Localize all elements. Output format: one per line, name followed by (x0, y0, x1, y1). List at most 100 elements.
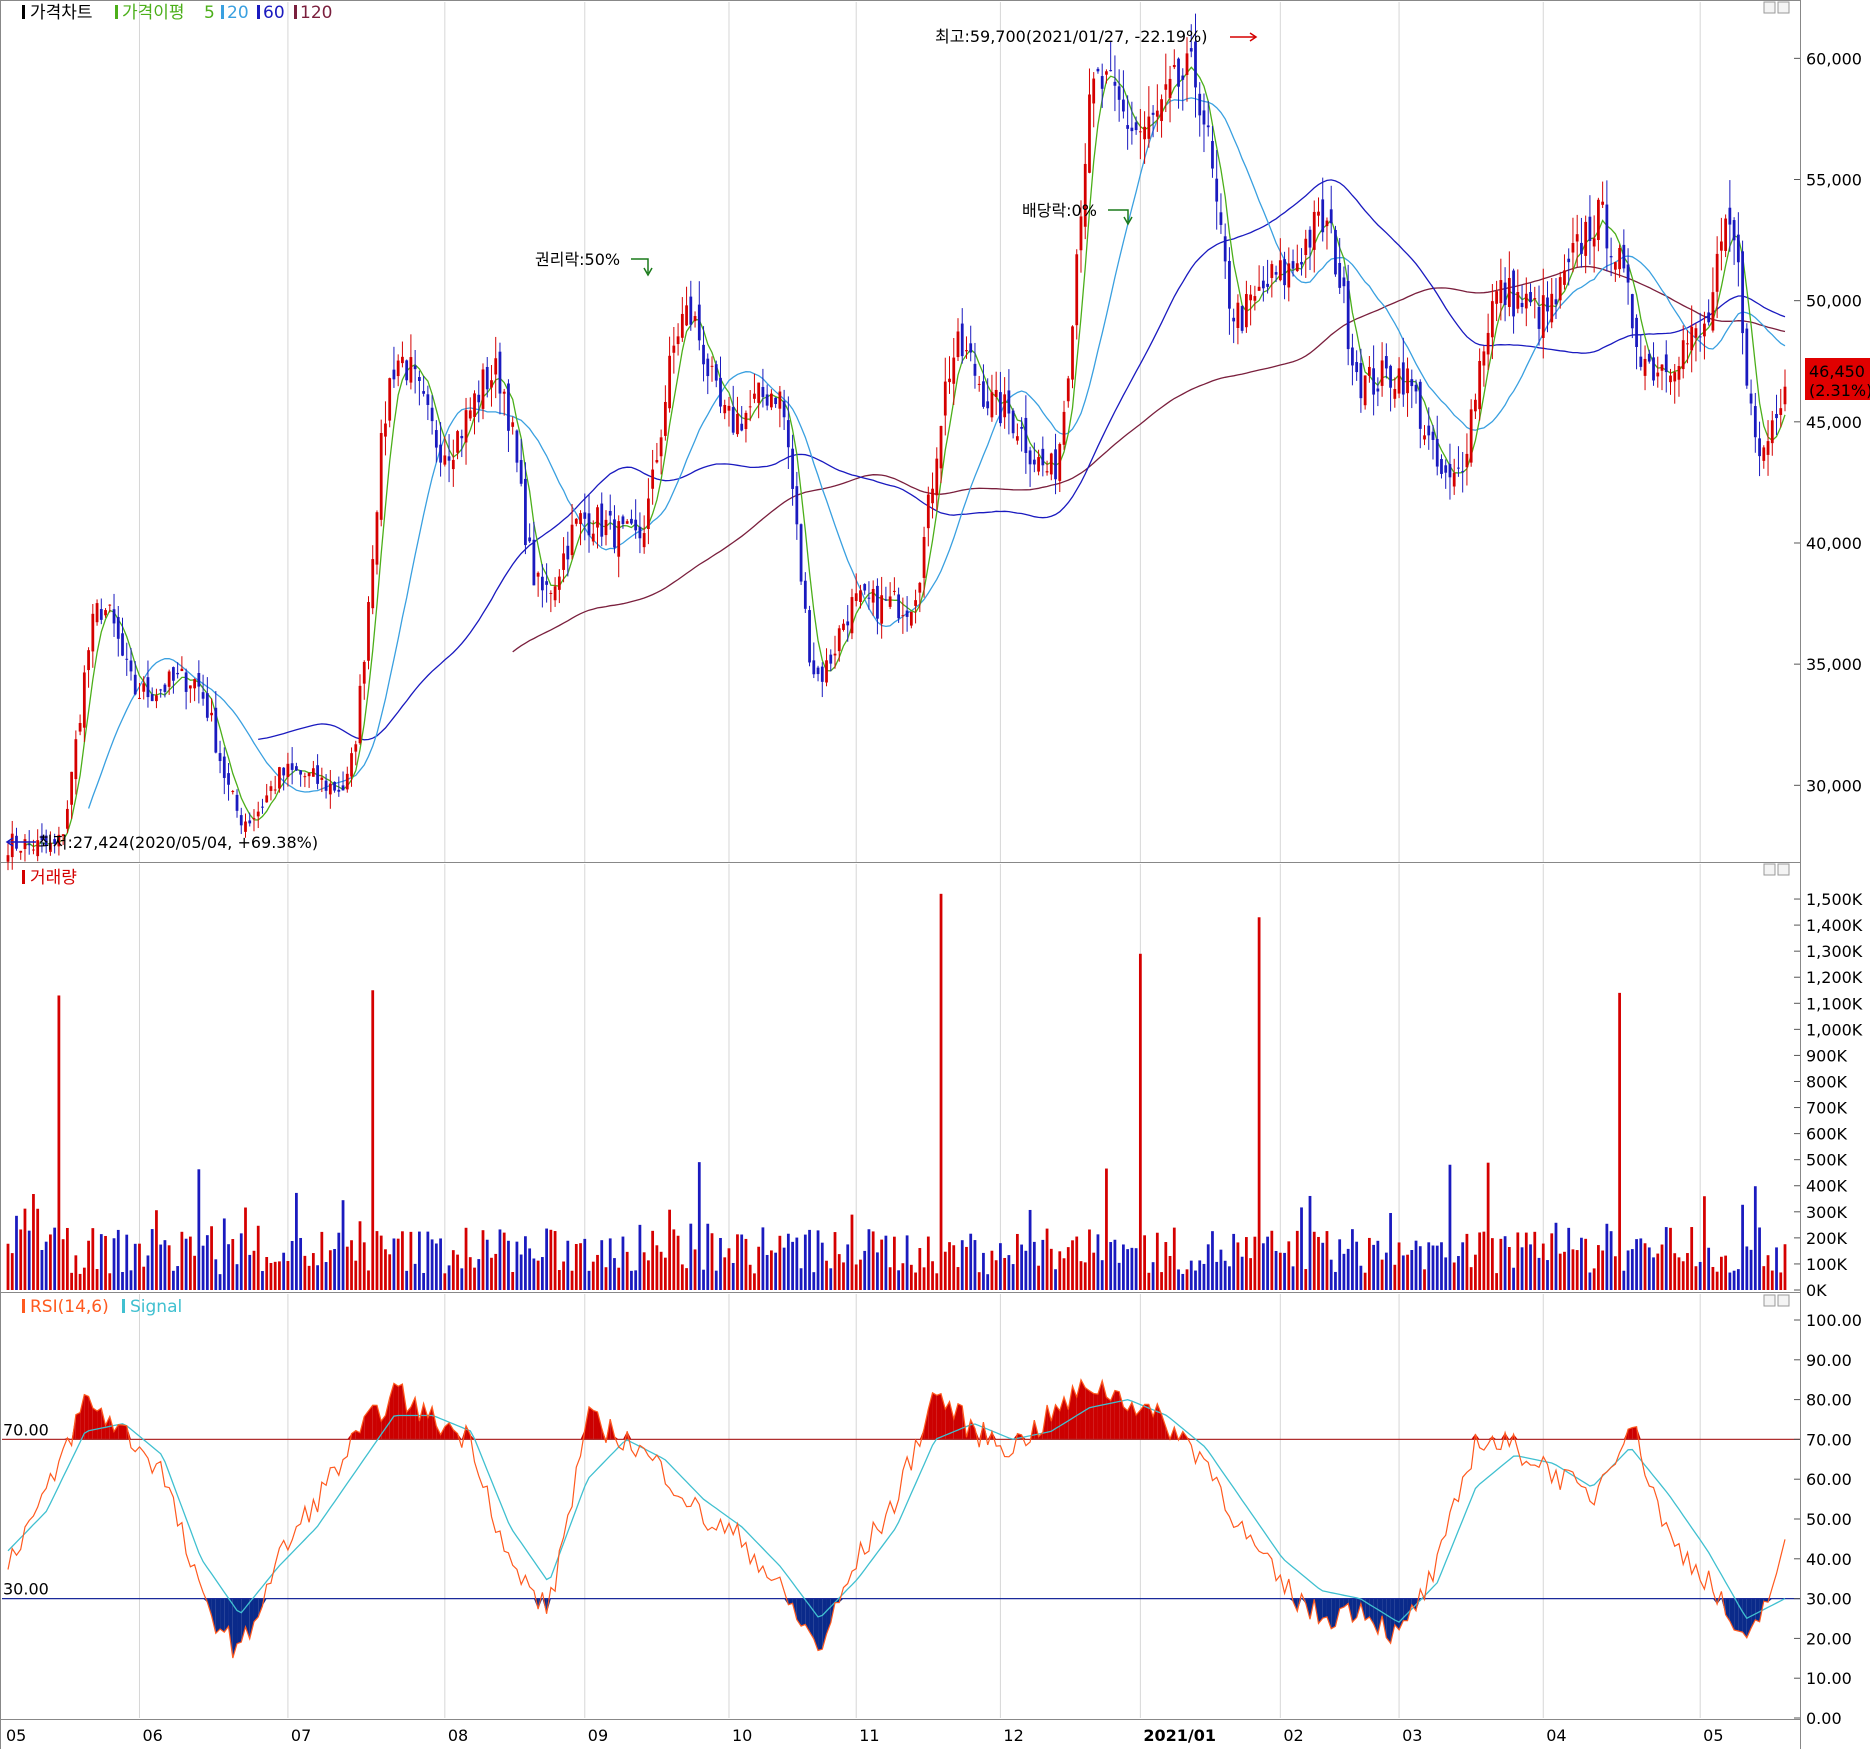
volume-bar (1079, 1261, 1083, 1290)
candle-body (481, 369, 485, 409)
volume-bar (1635, 1239, 1638, 1290)
rsi-overbought-fill (1153, 1403, 1158, 1440)
volume-bar (320, 1231, 324, 1290)
volume-bar (1546, 1260, 1549, 1290)
candle-body (1295, 263, 1299, 272)
volume-bar (44, 1241, 48, 1290)
volume-bar (1334, 1271, 1337, 1290)
volume-bar (430, 1239, 434, 1290)
candle-body (1172, 65, 1176, 68)
volume-bar (642, 1252, 646, 1290)
volume-bar (1384, 1252, 1388, 1290)
volume-bar (676, 1235, 680, 1290)
volume-bar (150, 1229, 154, 1290)
volume-bar (23, 1208, 27, 1290)
x-tick-label: 04 (1546, 1726, 1566, 1745)
candle-body (999, 392, 1002, 424)
volume-bar (358, 1221, 362, 1290)
candle-body (1083, 163, 1087, 227)
rsi-overbought-fill (1085, 1387, 1090, 1440)
candle-body (1393, 388, 1397, 399)
candle-body (1630, 294, 1634, 329)
volume-bar (1266, 1236, 1269, 1290)
candle-body (422, 391, 426, 394)
price-panel[interactable] (6, 13, 1787, 871)
candle-body (774, 397, 778, 405)
volume-bar (583, 1238, 587, 1290)
candle-body (133, 674, 137, 695)
volume-bar (1630, 1249, 1634, 1290)
x-tick-label: 05 (1703, 1726, 1723, 1745)
rsi-overbought-fill (945, 1401, 950, 1440)
candle-body (261, 806, 264, 808)
current-price-tag: 46,450 (2.31%) (1805, 358, 1870, 400)
volume-bar (1558, 1253, 1562, 1290)
volume-tick-label: 1,000K (1806, 1020, 1863, 1039)
volume-panel-controls[interactable] (1763, 863, 1790, 876)
candle-body (490, 380, 493, 388)
candle-body (99, 609, 103, 620)
price-tick-label: 40,000 (1806, 534, 1862, 553)
rsi-oversold-fill (1746, 1598, 1752, 1638)
candle-body (1516, 292, 1520, 309)
candle-body (1291, 261, 1295, 269)
candle-body (994, 389, 998, 397)
volume-bar (1198, 1260, 1202, 1290)
candle-body (1389, 365, 1392, 388)
volume-bar (736, 1234, 739, 1290)
close-icon[interactable] (1777, 863, 1790, 876)
close-icon[interactable] (1777, 1294, 1790, 1307)
volume-bar (1452, 1262, 1456, 1290)
rsi-oversold-fill (253, 1598, 259, 1622)
candle-body (384, 423, 387, 437)
rsi-panel[interactable]: 70.00 30.00 (2, 1378, 1800, 1659)
rsi-oversold-fill (1755, 1598, 1760, 1622)
candle-body (977, 383, 981, 385)
volume-bar (553, 1231, 557, 1290)
volume-bar (943, 1251, 947, 1290)
rsi-overbought-fill (593, 1410, 598, 1440)
volume-bar (282, 1252, 286, 1290)
volume-bar (49, 1234, 52, 1290)
candle-body (1028, 450, 1032, 465)
rsi-panel-controls[interactable] (1763, 1294, 1790, 1307)
volume-bar (1168, 1255, 1172, 1290)
volume-panel[interactable] (6, 893, 1787, 1290)
volume-bar (532, 1258, 536, 1290)
candle-body (1096, 68, 1100, 72)
rsi-overbought-fill (415, 1397, 420, 1440)
candle-body (1384, 356, 1388, 369)
candle-body (1045, 471, 1049, 473)
rsi-overbought-fill (376, 1405, 382, 1440)
close-icon[interactable] (1777, 1, 1790, 14)
rsi-overbought-fill (88, 1396, 93, 1440)
volume-bar (914, 1272, 917, 1290)
minimize-icon[interactable] (1763, 1294, 1776, 1307)
volume-bar (846, 1244, 850, 1290)
candle-body (1185, 53, 1189, 75)
candle-body (651, 469, 655, 489)
current-price: 46,450 (1809, 362, 1865, 381)
volume-bar (1215, 1261, 1219, 1290)
volume-bar (1338, 1239, 1342, 1290)
candle-body (371, 559, 375, 609)
rsi-overbought-fill (453, 1429, 458, 1440)
candle-body (1325, 220, 1329, 227)
volume-bar (1711, 1266, 1715, 1290)
candle-body (1715, 253, 1719, 292)
candle-body (608, 510, 612, 516)
minimize-icon[interactable] (1763, 1, 1776, 14)
candle-body (401, 356, 404, 364)
volume-bar (1694, 1266, 1698, 1290)
candle-body (528, 537, 532, 542)
volume-bar (1507, 1247, 1511, 1290)
volume-bar (290, 1241, 294, 1290)
volume-bar (15, 1215, 18, 1290)
minimize-icon[interactable] (1763, 863, 1776, 876)
volume-bar (490, 1257, 493, 1290)
price-panel-controls[interactable] (1763, 1, 1790, 14)
candle-body (1329, 209, 1333, 224)
candle-body (833, 653, 837, 656)
candle-body (1554, 299, 1558, 305)
candle-body (125, 658, 129, 660)
